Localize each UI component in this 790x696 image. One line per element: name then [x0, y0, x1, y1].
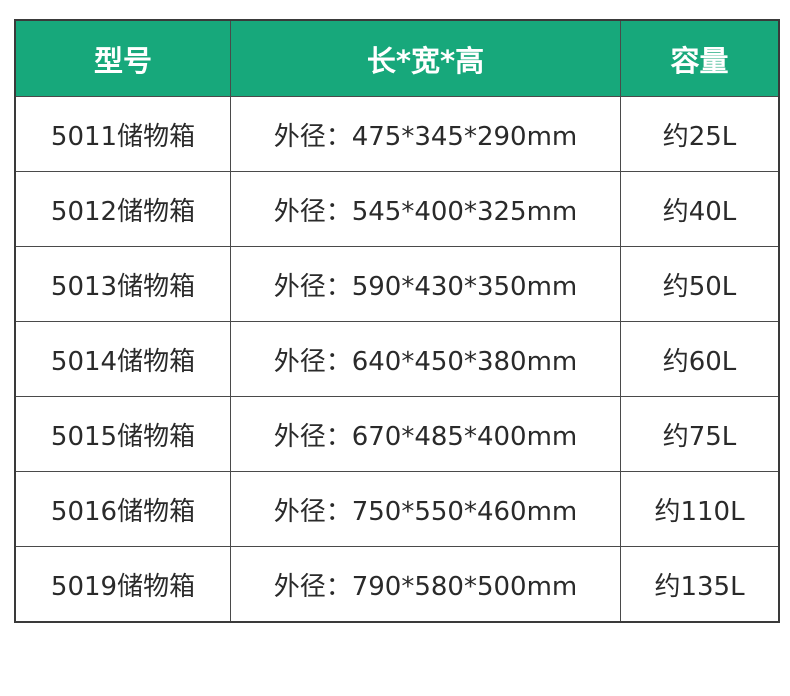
cell-dimensions: 外径：590*430*350mm [230, 246, 621, 322]
cell-model: 5012储物箱 [14, 171, 231, 247]
table-row: 5014储物箱 外径：640*450*380mm 约60L [14, 321, 780, 397]
table-row: 5011储物箱 外径：475*345*290mm 约25L [14, 96, 780, 172]
header-row: 型号 长*宽*高 容量 [14, 19, 780, 97]
cell-capacity: 约75L [620, 396, 780, 472]
cell-model: 5019储物箱 [14, 546, 231, 623]
cell-model: 5015储物箱 [14, 396, 231, 472]
cell-dimensions: 外径：790*580*500mm [230, 546, 621, 623]
cell-model: 5011储物箱 [14, 96, 231, 172]
cell-capacity: 约25L [620, 96, 780, 172]
header-model: 型号 [14, 19, 231, 97]
cell-dimensions: 外径：640*450*380mm [230, 321, 621, 397]
cell-dimensions: 外径：545*400*325mm [230, 171, 621, 247]
cell-dimensions: 外径：475*345*290mm [230, 96, 621, 172]
cell-capacity: 约135L [620, 546, 780, 623]
header-dimensions: 长*宽*高 [230, 19, 621, 97]
cell-model: 5014储物箱 [14, 321, 231, 397]
table-row: 5016储物箱 外径：750*550*460mm 约110L [14, 471, 780, 547]
cell-model: 5013储物箱 [14, 246, 231, 322]
cell-dimensions: 外径：670*485*400mm [230, 396, 621, 472]
cell-capacity: 约60L [620, 321, 780, 397]
table-body: 5011储物箱 外径：475*345*290mm 约25L 5012储物箱 外径：545… [14, 96, 780, 623]
cell-capacity: 约50L [620, 246, 780, 322]
cell-capacity: 约110L [620, 471, 780, 547]
cell-model: 5016储物箱 [14, 471, 231, 547]
cell-capacity: 约40L [620, 171, 780, 247]
cell-dimensions: 外径：750*550*460mm [230, 471, 621, 547]
table-row: 5013储物箱 外径：590*430*350mm 约50L [14, 246, 780, 322]
table-row: 5012储物箱 外径：545*400*325mm 约40L [14, 171, 780, 247]
spec-table: 型号 长*宽*高 容量 5011储物箱 外径：475*345*290mm 约25L 5… [14, 19, 780, 623]
table-row: 5015储物箱 外径：670*485*400mm 约75L [14, 396, 780, 472]
header-capacity: 容量 [620, 19, 780, 97]
table-row: 5019储物箱 外径：790*580*500mm 约135L [14, 546, 780, 623]
